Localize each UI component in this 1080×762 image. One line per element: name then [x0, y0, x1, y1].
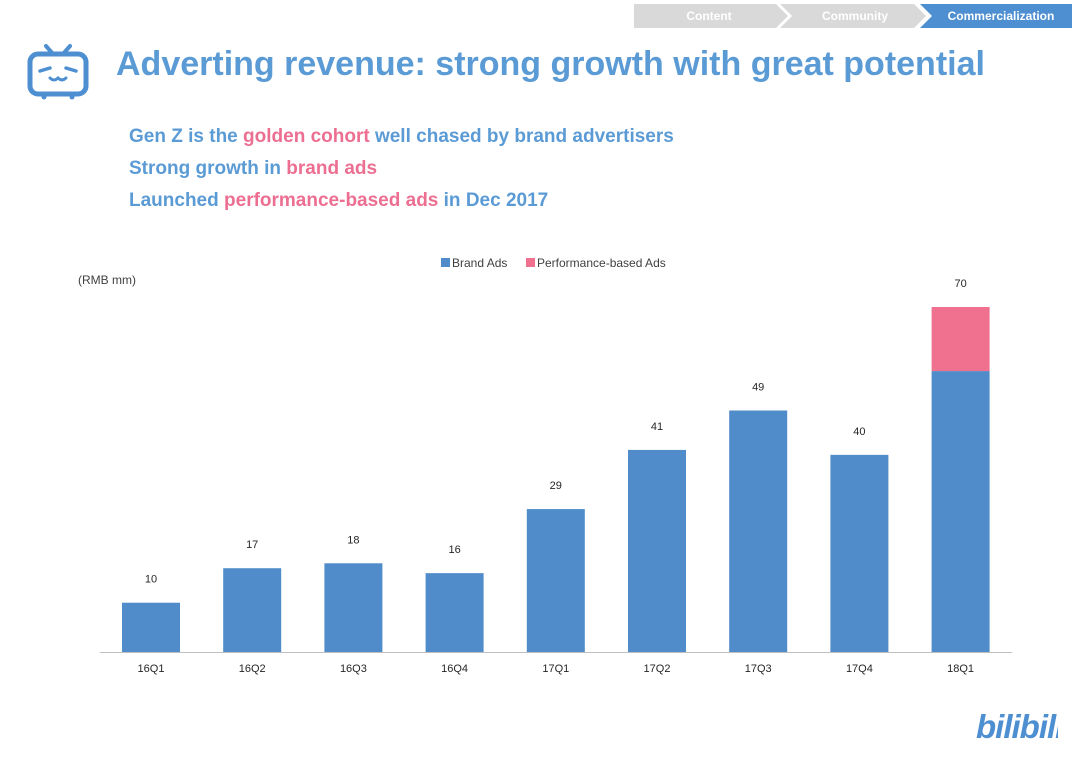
key-points: Gen Z is the golden cohort well chased b…	[129, 121, 674, 217]
key-point-highlight: performance-based ads	[224, 190, 439, 211]
key-point-text: in Dec 2017	[438, 190, 549, 211]
bar-brand-ads-16q3	[324, 563, 383, 652]
bar-brand-ads-17q4	[830, 454, 889, 652]
key-point-text: Gen Z is the	[129, 126, 244, 147]
bar-brand-ads-17q2	[628, 449, 686, 652]
tv-mascot-icon	[27, 44, 89, 100]
breadcrumb-step-content[interactable]	[634, 4, 788, 28]
x-tick-16q2: 16Q2	[239, 663, 266, 675]
key-point-2: Strong growth in brand ads	[129, 153, 674, 185]
data-label-18q1: 70	[954, 278, 966, 290]
x-tick-16q4: 16Q4	[441, 663, 468, 675]
key-point-1: Gen Z is the golden cohort well chased b…	[129, 121, 674, 153]
breadcrumb-step-commercialization[interactable]	[920, 4, 1072, 28]
x-tick-17q4: 17Q4	[846, 663, 873, 675]
legend-swatch-brand-ads	[441, 258, 450, 267]
bar-brand-ads-18q1	[931, 371, 990, 652]
key-point-3: Launched performance-based ads in Dec 20…	[129, 185, 674, 217]
legend: Brand Ads Performance-based Ads	[441, 256, 666, 270]
unit-label: (RMB mm)	[78, 273, 136, 287]
bar-brand-ads-16q4	[425, 573, 484, 652]
x-tick-17q1: 17Q1	[542, 663, 569, 675]
breadcrumb-arrows	[634, 4, 1072, 28]
key-point-highlight: brand ads	[286, 158, 378, 179]
legend-label-performance-ads: Performance-based Ads	[537, 256, 666, 270]
key-point-text: Strong growth in	[129, 158, 287, 179]
bar-performance-ads-18q1	[931, 307, 990, 372]
key-point-text: Launched	[129, 190, 225, 211]
data-label-17q3: 49	[752, 382, 764, 394]
breadcrumb-label-community[interactable]: Community	[822, 9, 888, 23]
page-title: Adverting revenue: strong growth with gr…	[116, 45, 985, 83]
bar-brand-ads-17q1	[526, 509, 585, 652]
breadcrumb-label-commercialization[interactable]: Commercialization	[947, 9, 1055, 23]
legend-swatch-performance-ads	[526, 258, 535, 267]
ad-revenue-chart: (RMB mm) Brand Ads Performance-based Ads…	[78, 256, 1012, 675]
breadcrumb-label-content[interactable]: Content	[686, 9, 732, 23]
key-point-highlight: golden cohort	[243, 126, 370, 147]
legend-label-brand-ads: Brand Ads	[452, 256, 507, 270]
data-label-17q1: 29	[550, 480, 562, 492]
bar-brand-ads-17q3	[729, 410, 788, 652]
data-label-16q3: 18	[347, 534, 359, 546]
x-tick-17q2: 17Q2	[644, 663, 671, 675]
x-tick-17q3: 17Q3	[745, 663, 772, 675]
bar-brand-ads-16q1	[122, 602, 180, 652]
bar-brand-ads-16q2	[223, 568, 282, 652]
x-tick-18q1: 18Q1	[947, 663, 974, 675]
data-label-17q2: 41	[651, 421, 663, 433]
data-label-17q4: 40	[853, 426, 865, 438]
data-label-16q1: 10	[145, 574, 157, 586]
breadcrumb-step-community[interactable]	[780, 4, 926, 28]
bilibili-logo: bilibili	[976, 708, 1058, 745]
x-tick-16q3: 16Q3	[340, 663, 367, 675]
data-label-16q4: 16	[448, 544, 460, 556]
x-tick-16q1: 16Q1	[138, 663, 165, 675]
breadcrumb: Content Community Commercialization	[634, 4, 1072, 28]
data-label-16q2: 17	[246, 539, 258, 551]
bilibili-wordmark: bilibili	[976, 708, 1058, 745]
key-point-text: well chased by brand advertisers	[369, 126, 674, 147]
